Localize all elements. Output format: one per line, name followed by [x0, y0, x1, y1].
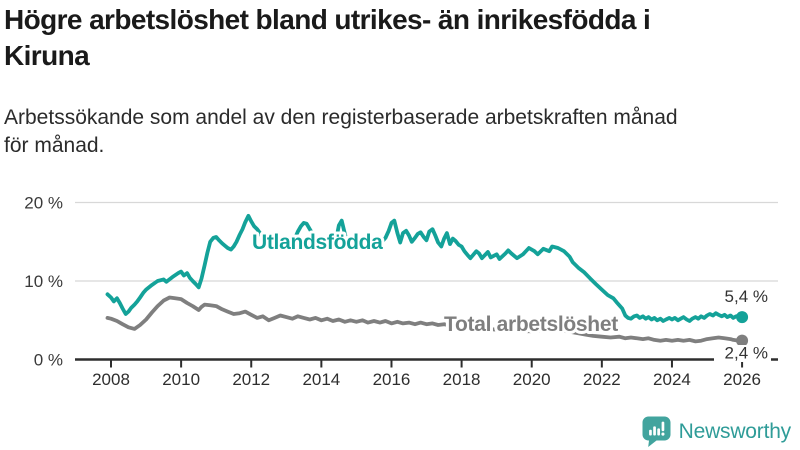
- series-labels: Utlandsfödda Total arbetslöshet: [249, 228, 622, 339]
- newsworthy-branding: Newsworthy: [642, 416, 791, 447]
- newsworthy-logo-icon: [642, 416, 671, 447]
- newsworthy-wordmark: Newsworthy: [678, 419, 792, 443]
- series-label-total: Total arbetslöshet: [444, 313, 618, 336]
- series-line-utlandsfodda: [105, 213, 744, 323]
- x-tick-label: 2022: [583, 370, 621, 389]
- x-tick-label: 2014: [302, 370, 340, 389]
- x-axis: 2008 2010 2012 2014 2016 2018 2020 2022 2024 2026: [75, 358, 778, 389]
- end-value-labels: 5,4 % 2,4 %: [714, 287, 771, 363]
- end-dot-total: [736, 334, 749, 347]
- end-value-label-utlandsfodda: 5,4 %: [725, 287, 768, 306]
- end-value-label-total: 2,4 %: [725, 344, 768, 363]
- y-tick-label: 20 %: [24, 194, 63, 213]
- x-tick-label: 2026: [723, 370, 761, 389]
- x-tick-label: 2012: [232, 370, 270, 389]
- chart-subtitle-line1: Arbetssökande som andel av den registerb…: [4, 106, 678, 129]
- chart-header: Högre arbetslöshet bland utrikes- än inr…: [4, 2, 792, 160]
- end-dot-utlandsfodda: [736, 311, 749, 324]
- series-label-utlandsfodda: Utlandsfödda: [252, 231, 383, 254]
- y-tick-label: 0 %: [34, 351, 63, 370]
- y-axis-labels: 0 % 10 % 20 %: [24, 194, 63, 370]
- bar-chart-glyph: [648, 421, 665, 436]
- chart-subtitle: Arbetssökande som andel av den registerb…: [4, 104, 792, 160]
- series-lines: [105, 213, 744, 344]
- series-line-total: [105, 295, 744, 344]
- chart-title-line1: Högre arbetslöshet bland utrikes- än inr…: [4, 4, 651, 35]
- series-end-dots: [736, 311, 749, 347]
- chart-subtitle-line2: för månad.: [4, 134, 105, 157]
- x-tick-label: 2010: [162, 370, 200, 389]
- chart-title: Högre arbetslöshet bland utrikes- än inr…: [4, 2, 792, 74]
- x-tick-label: 2016: [373, 370, 411, 389]
- chart-title-line2: Kiruna: [4, 40, 90, 71]
- x-tick-label: 2024: [653, 370, 691, 389]
- end-value-label-bg: [714, 345, 771, 362]
- x-tick-label: 2020: [513, 370, 551, 389]
- x-tick-label: 2008: [92, 370, 130, 389]
- x-tick-label: 2018: [443, 370, 481, 389]
- y-tick-label: 10 %: [24, 272, 63, 291]
